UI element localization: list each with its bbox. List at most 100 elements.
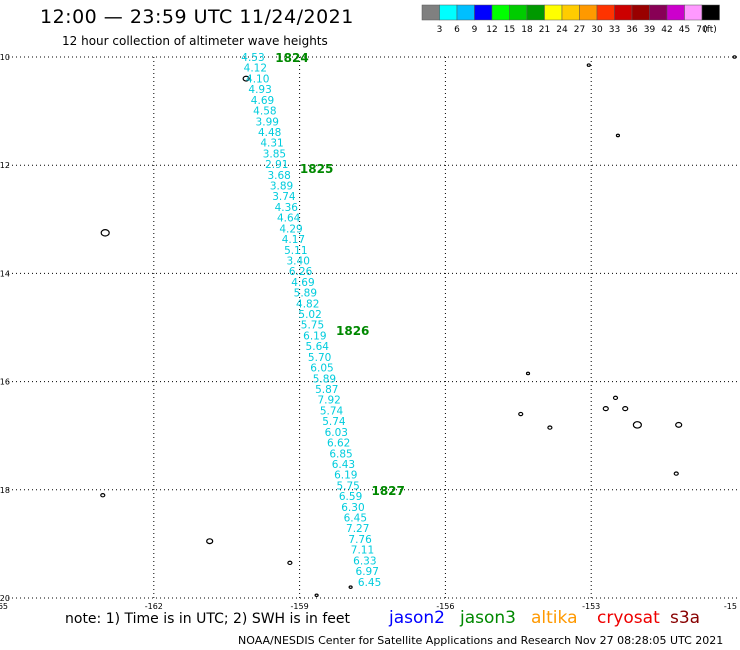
swh-label: 5.89 (294, 288, 317, 300)
island-outline (348, 585, 353, 589)
swh-label: 3.74 (272, 191, 296, 203)
colorbar-swatch (491, 4, 510, 21)
swh-label: 4.82 (296, 298, 319, 310)
colorbar-tick-label: 12 (486, 25, 497, 35)
time-label: 1824 (275, 51, 308, 65)
colorbar-tick-label: 18 (521, 25, 533, 35)
swh-label: 3.89 (270, 181, 293, 193)
swh-label: 4.17 (282, 234, 305, 246)
colorbar-tick-label: 33 (609, 25, 620, 35)
satellite-legend-altika: altika (531, 608, 578, 628)
swh-label: 4.29 (279, 223, 302, 235)
swh-label: 6.19 (303, 330, 326, 342)
swh-label: 6.43 (332, 459, 355, 471)
colorbar-swatch (474, 4, 493, 21)
time-label: 1826 (336, 324, 369, 338)
satellite-legend-jason2: jason2 (389, 608, 445, 628)
island-outlines (100, 55, 737, 598)
colorbar-tick-label: 45 (679, 25, 690, 35)
colorbar-swatch (701, 4, 720, 21)
swh-label: 6.03 (325, 427, 348, 439)
swh-label: 5.70 (308, 352, 331, 364)
y-tick-label: -20 (0, 594, 10, 603)
island-outline (732, 55, 737, 59)
swh-label: 4.48 (258, 127, 281, 139)
x-tick-label: -15 (724, 602, 737, 611)
y-tick-label: -16 (0, 378, 10, 387)
swh-label: 4.69 (291, 277, 314, 289)
colorbar-tick-label: 70 (696, 25, 708, 35)
swh-label: 6.45 (358, 577, 381, 589)
colorbar-tick-label: 15 (504, 25, 515, 35)
swh-label: 6.62 (327, 438, 350, 450)
colorbar-swatch (561, 4, 580, 21)
colorbar-swatch (666, 4, 685, 21)
satellite-legend-s3a: s3a (670, 608, 701, 628)
swh-label: 5.74 (322, 416, 346, 428)
island-outline (547, 425, 553, 430)
colorbar-swatch (456, 4, 475, 21)
colorbar-unit: (ft) (703, 25, 717, 35)
swh-label: 5.87 (315, 384, 338, 396)
plot-grid (8, 56, 737, 599)
swh-label: 3.40 (287, 255, 310, 267)
satellite-track: 4.534.124.104.934.694.583.994.484.313.85… (241, 51, 405, 589)
swh-label: 7.76 (348, 534, 372, 546)
island-outline (586, 63, 591, 67)
swh-label: 3.99 (256, 116, 279, 128)
colorbar-swatch (631, 4, 650, 21)
chart-title: 12:00 — 23:59 UTC 11/24/2021 (40, 6, 354, 28)
island-outline (100, 493, 106, 498)
island-outline (518, 411, 524, 417)
footer-note: note: 1) Time is in UTC; 2) SWH is in fe… (65, 611, 351, 627)
colorbar-swatch (614, 4, 633, 21)
swh-label: 6.19 (334, 470, 357, 482)
swh-label: 4.36 (275, 202, 299, 214)
time-label: 1827 (371, 484, 404, 498)
credit-line: NOAA/NESDIS Center for Satellite Applica… (238, 634, 724, 647)
island-outline (602, 406, 609, 412)
y-tick-label: -18 (0, 486, 10, 495)
swh-label: 4.12 (244, 63, 267, 75)
chart-subtitle: 12 hour collection of altimeter wave hei… (62, 34, 328, 48)
swh-label: 5.89 (313, 373, 336, 385)
island-outline (622, 406, 629, 412)
x-tick-label: -162 (145, 602, 163, 611)
x-tick-label: -153 (582, 602, 600, 611)
swh-label: 6.05 (310, 363, 333, 375)
y-tick-label: -12 (0, 161, 10, 170)
colorbar-tick-label: 39 (644, 25, 656, 35)
time-label: 1825 (300, 162, 333, 176)
colorbar-tick-label: 42 (661, 25, 672, 35)
colorbar-tick-label: 30 (591, 25, 603, 35)
swh-label: 3.68 (267, 170, 290, 182)
colorbar-swatch (439, 4, 458, 21)
swh-label: 4.53 (241, 52, 264, 64)
colorbar-tick-label: 6 (454, 25, 460, 35)
colorbar-tick-label: 21 (539, 25, 550, 35)
swh-label: 5.75 (301, 320, 324, 332)
island-outline (314, 593, 319, 598)
island-outline (632, 421, 642, 429)
x-tick-label: -156 (436, 602, 454, 611)
island-outline (612, 395, 619, 401)
colorbar-swatch (421, 4, 440, 21)
colorbar-swatch (509, 4, 528, 21)
swh-label: 5.74 (320, 405, 344, 417)
swh-label: 4.69 (251, 95, 274, 107)
swh-label: 6.59 (339, 491, 362, 503)
satellite-legend-jason3: jason3 (460, 608, 516, 628)
island-outline (675, 421, 683, 428)
x-tick-label: -165 (0, 602, 8, 611)
colorbar-tick-label: 24 (556, 25, 568, 35)
swh-label: 6.33 (353, 555, 376, 567)
y-tick-label: -10 (0, 53, 10, 62)
swh-label: 5.02 (298, 309, 321, 321)
swh-label: 4.58 (253, 106, 276, 118)
swh-label: 4.31 (260, 138, 283, 150)
swh-label: 4.64 (277, 213, 301, 225)
satellite-legend-cryosat: cryosat (597, 608, 660, 628)
colorbar-swatch (649, 4, 668, 21)
swh-label: 6.97 (356, 566, 379, 578)
